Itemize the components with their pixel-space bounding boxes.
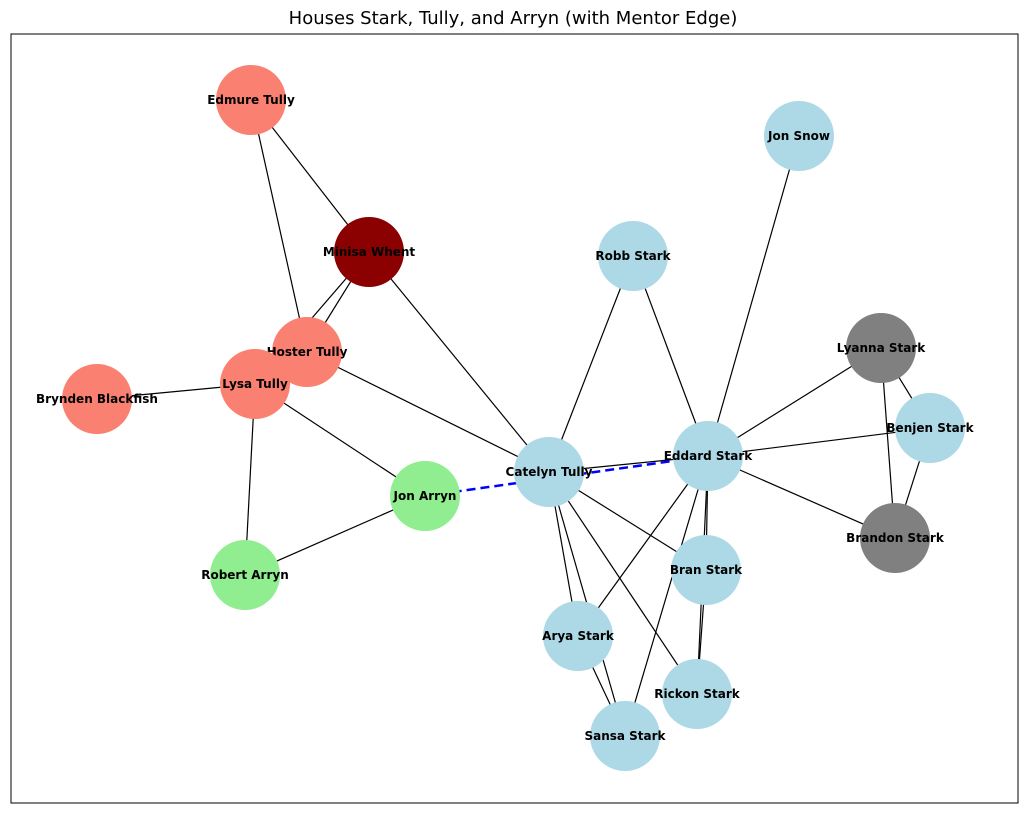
node-circle-jonarryn [390, 461, 460, 531]
node-label-hoster: Hoster Tully [267, 345, 348, 359]
node-label-arya: Arya Stark [542, 629, 615, 643]
node-edmure[interactable]: Edmure Tully [207, 65, 295, 135]
edges-layer [96, 99, 931, 737]
edge-minisa-catelyn [368, 251, 550, 473]
node-label-catelyn: Catelyn Tully [506, 465, 593, 479]
node-circle-benjen [895, 393, 965, 463]
node-circle-catelyn [514, 437, 584, 507]
node-circle-bran [671, 535, 741, 605]
node-circle-robert [210, 540, 280, 610]
node-label-edmure: Edmure Tully [207, 93, 295, 107]
node-label-jonsnow: Jon Snow [767, 129, 830, 143]
node-catelyn[interactable]: Catelyn Tully [506, 437, 593, 507]
node-circle-hoster [272, 317, 342, 387]
node-brandon[interactable]: Brandon Stark [846, 503, 945, 573]
plot-frame [10, 33, 1019, 804]
edge-edmure-hoster [250, 99, 308, 353]
node-circle-jonsnow [764, 101, 834, 171]
node-label-brynden: Brynden Blackfish [36, 392, 158, 406]
node-jonsnow[interactable]: Jon Snow [764, 101, 834, 171]
edge-catelyn-robb [548, 255, 634, 473]
node-circle-eddard [673, 421, 743, 491]
node-robert[interactable]: Robert Arryn [201, 540, 289, 610]
node-circle-edmure [216, 65, 286, 135]
node-robb[interactable]: Robb Stark [595, 221, 672, 291]
node-label-lyanna: Lyanna Stark [837, 341, 927, 355]
edge-eddard-sansa [624, 455, 709, 737]
edge-hoster-catelyn [306, 351, 550, 473]
node-hoster[interactable]: Hoster Tully [267, 317, 348, 387]
node-circle-arya [543, 601, 613, 671]
node-label-minisa: Minisa Whent [323, 245, 416, 259]
node-label-jonarryn: Jon Arryn [393, 489, 457, 503]
node-brynden[interactable]: Brynden Blackfish [36, 364, 158, 434]
edge-eddard-benjen [707, 427, 931, 457]
node-lyanna[interactable]: Lyanna Stark [837, 313, 927, 383]
node-label-bran: Bran Stark [670, 563, 743, 577]
node-circle-rickon [662, 659, 732, 729]
node-lysa[interactable]: Lysa Tully [220, 349, 290, 419]
node-rickon[interactable]: Rickon Stark [654, 659, 741, 729]
node-minisa[interactable]: Minisa Whent [323, 217, 416, 287]
node-circle-sansa [590, 701, 660, 771]
node-circle-robb [598, 221, 668, 291]
node-label-rickon: Rickon Stark [654, 687, 740, 701]
node-circle-lyanna [846, 313, 916, 383]
edge-robb-eddard [632, 255, 709, 457]
node-arya[interactable]: Arya Stark [542, 601, 615, 671]
node-label-lysa: Lysa Tully [222, 377, 288, 391]
node-sansa[interactable]: Sansa Stark [584, 701, 667, 771]
node-jonarryn[interactable]: Jon Arryn [390, 461, 460, 531]
node-circle-brandon [860, 503, 930, 573]
node-circle-lysa [220, 349, 290, 419]
edge-catelyn-rickon [548, 471, 698, 695]
nodes-layer: Edmure Tully Minisa Whent Hoster Tully Lysa… [36, 65, 975, 771]
node-label-sansa: Sansa Stark [584, 729, 666, 743]
node-circle-minisa [334, 217, 404, 287]
node-label-eddard: Eddard Stark [664, 449, 754, 463]
edge-eddard-arya [577, 455, 709, 637]
node-label-brandon: Brandon Stark [846, 531, 945, 545]
node-label-benjen: Benjen Stark [886, 421, 974, 435]
diagram-title: Houses Stark, Tully, and Arryn (with Men… [289, 8, 738, 29]
edge-jonsnow-eddard [707, 135, 800, 457]
node-label-robert: Robert Arryn [201, 568, 289, 582]
node-benjen[interactable]: Benjen Stark [886, 393, 975, 463]
node-eddard[interactable]: Eddard Stark [664, 421, 754, 491]
node-circle-brynden [62, 364, 132, 434]
node-bran[interactable]: Bran Stark [670, 535, 743, 605]
node-label-robb: Robb Stark [595, 249, 671, 263]
